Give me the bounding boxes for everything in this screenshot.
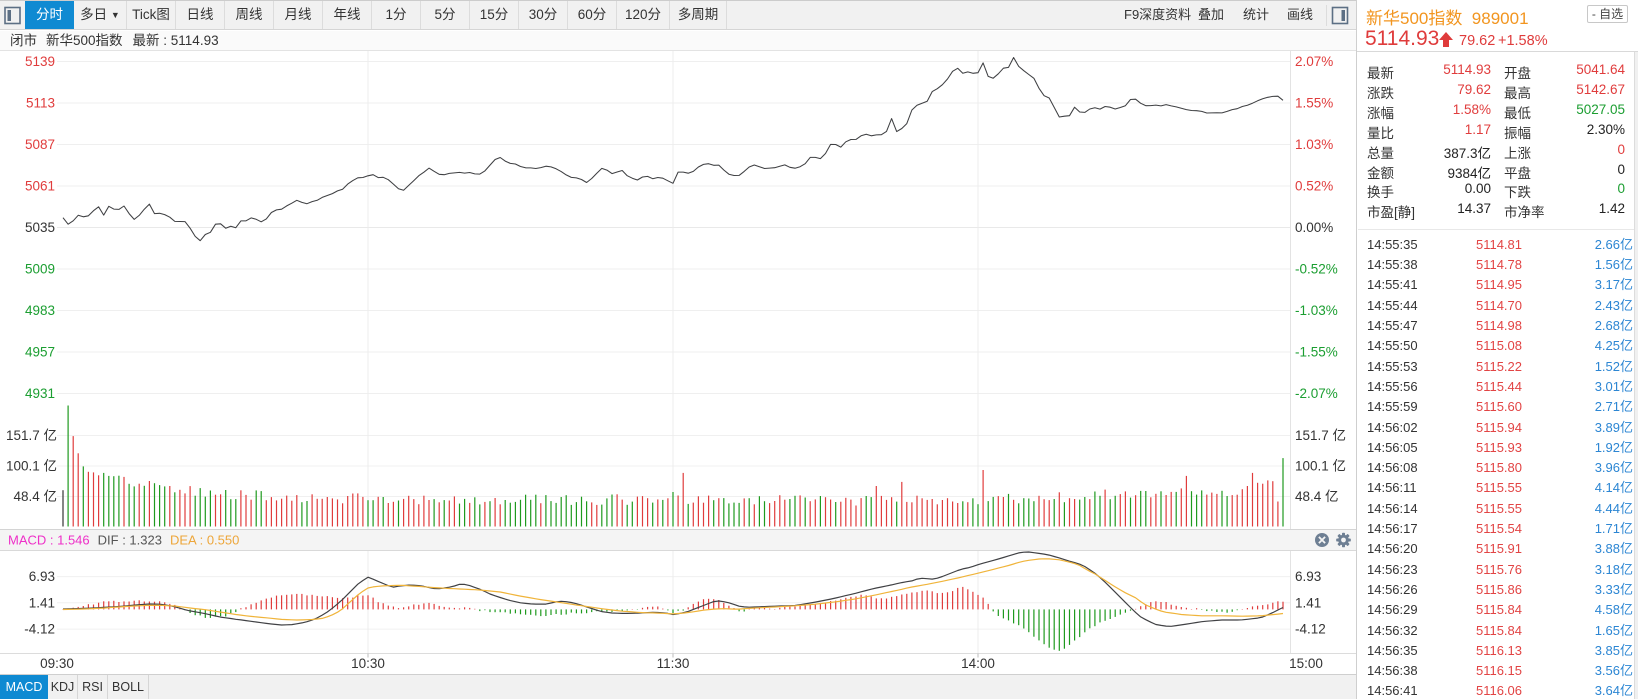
svg-text:0.52%: 0.52% — [1295, 179, 1333, 194]
svg-text:1.03%: 1.03% — [1295, 137, 1333, 152]
svg-text:1.41: 1.41 — [1295, 595, 1321, 610]
svg-text:100.1 亿: 100.1 亿 — [1295, 459, 1346, 474]
svg-text:15:00: 15:00 — [1289, 656, 1323, 671]
svg-text:-4.12: -4.12 — [1295, 622, 1326, 637]
svg-text:151.7 亿: 151.7 亿 — [1295, 428, 1346, 443]
svg-text:4957: 4957 — [25, 345, 55, 360]
svg-text:11:30: 11:30 — [657, 656, 690, 671]
svg-text:6.93: 6.93 — [1295, 569, 1321, 584]
svg-text:-0.52%: -0.52% — [1295, 262, 1338, 277]
svg-text:0.00%: 0.00% — [1295, 220, 1333, 235]
svg-text:-1.55%: -1.55% — [1295, 345, 1338, 360]
svg-text:10:30: 10:30 — [351, 656, 385, 671]
svg-text:5113: 5113 — [26, 96, 55, 111]
svg-text:5087: 5087 — [25, 137, 55, 152]
svg-text:151.7 亿: 151.7 亿 — [6, 428, 57, 443]
svg-text:-2.07%: -2.07% — [1295, 386, 1338, 401]
svg-text:14:00: 14:00 — [961, 656, 995, 671]
svg-text:6.93: 6.93 — [29, 569, 55, 584]
svg-text:-4.12: -4.12 — [24, 622, 55, 637]
svg-text:5139: 5139 — [25, 54, 55, 69]
svg-text:09:30: 09:30 — [40, 656, 74, 671]
svg-text:48.4 亿: 48.4 亿 — [13, 489, 57, 504]
svg-text:1.41: 1.41 — [29, 595, 55, 610]
svg-text:4931: 4931 — [25, 386, 55, 401]
svg-text:48.4 亿: 48.4 亿 — [1295, 489, 1339, 504]
svg-text:100.1 亿: 100.1 亿 — [6, 459, 57, 474]
svg-text:2.07%: 2.07% — [1295, 54, 1333, 69]
svg-text:5061: 5061 — [25, 179, 55, 194]
svg-text:5035: 5035 — [25, 220, 55, 235]
svg-text:5009: 5009 — [25, 262, 55, 277]
svg-text:4983: 4983 — [25, 303, 55, 318]
svg-text:1.55%: 1.55% — [1295, 96, 1333, 111]
svg-text:-1.03%: -1.03% — [1295, 303, 1338, 318]
